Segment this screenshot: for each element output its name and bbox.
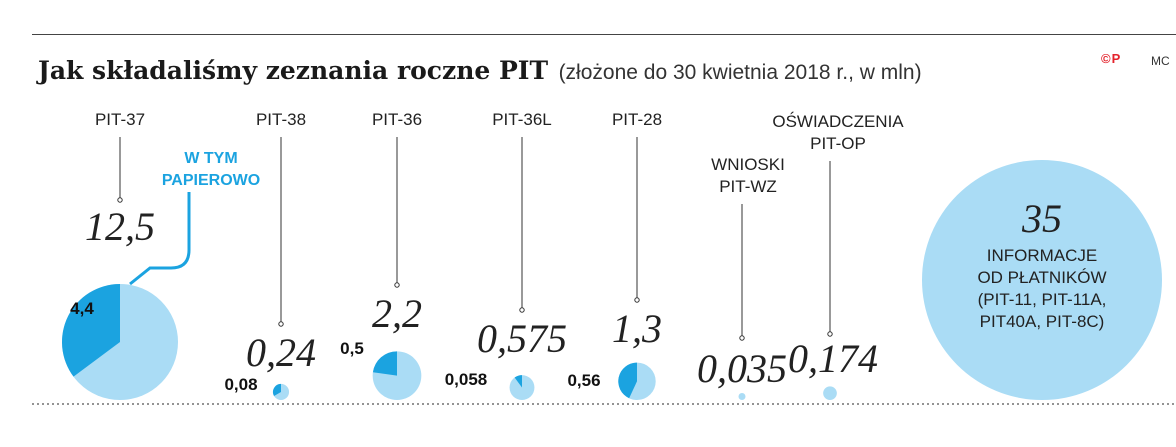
paper-value-label: 0,058 <box>445 370 488 389</box>
total-bubble <box>823 386 837 400</box>
total-value-label: 0,174 <box>788 336 878 381</box>
total-value-label: 2,2 <box>372 291 422 336</box>
top-rule <box>32 34 1176 35</box>
legend-label: PAPIEROWO <box>162 172 260 189</box>
total-value-label: 12,5 <box>85 204 155 249</box>
category-label: PIT-28 <box>612 110 662 129</box>
paper-slice <box>514 375 522 388</box>
legend-label: W TYM <box>184 150 237 167</box>
big-total-value-label: 35 <box>1021 196 1062 241</box>
category-label: PIT-38 <box>256 110 306 129</box>
big-category-label: INFORMACJE <box>987 246 1098 265</box>
total-value-label: 1,3 <box>612 306 662 351</box>
category-label: OŚWIADCZENIA <box>772 112 904 131</box>
paper-slice <box>272 383 281 396</box>
category-label: PIT-37 <box>95 110 145 129</box>
category-label: PIT-OP <box>810 134 866 153</box>
total-value-label: 0,035 <box>697 346 787 391</box>
leader-dot <box>827 331 833 337</box>
leader-dot <box>519 307 525 313</box>
total-value-label: 0,24 <box>246 330 316 375</box>
chart-title: Jak składaliśmy zeznania roczne PIT (zło… <box>38 56 922 85</box>
big-bubble <box>922 160 1162 400</box>
total-value-label: 0,575 <box>477 316 567 361</box>
total-bubble <box>738 393 746 400</box>
category-label: PIT-36 <box>372 110 422 129</box>
paper-value-label: 0,08 <box>224 375 257 394</box>
category-label: PIT-36L <box>492 110 552 129</box>
paper-slice <box>372 351 397 376</box>
paper-slice <box>61 284 120 377</box>
chart-subtitle: (złożone do 30 kwietnia 2018 r., w mln) <box>558 61 922 84</box>
legend-connector <box>129 192 191 286</box>
leader-dot <box>117 197 123 203</box>
category-label: PIT-WZ <box>719 177 777 196</box>
paper-value-label: 4,4 <box>70 299 94 318</box>
leader-dot <box>278 321 284 327</box>
big-category-label: (PIT-11, PIT-11A, <box>978 290 1107 309</box>
paper-slice <box>618 362 637 399</box>
leader-dot <box>739 335 745 341</box>
category-label: WNIOSKI <box>711 155 785 174</box>
publisher-logo: ©P <box>1101 51 1122 66</box>
paper-value-label: 0,5 <box>340 339 364 358</box>
total-bubble <box>509 375 535 401</box>
big-category-label: OD PŁATNIKÓW <box>977 268 1106 287</box>
big-category-label: PIT40A, PIT-8C) <box>980 312 1105 331</box>
author-initials: MC <box>1151 54 1170 68</box>
leader-dot <box>634 297 640 303</box>
leader-dot <box>394 282 400 288</box>
paper-value-label: 0,56 <box>567 371 600 390</box>
chart-title-main: Jak składaliśmy zeznania roczne PIT <box>38 56 549 85</box>
